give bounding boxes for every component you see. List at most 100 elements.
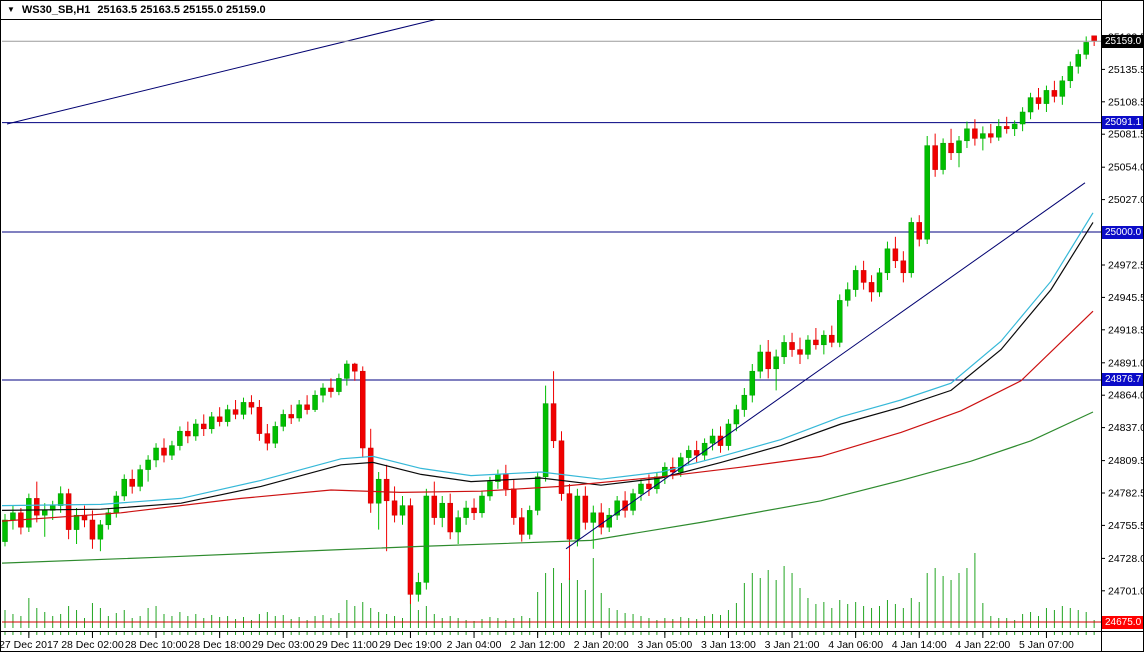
candle-body xyxy=(57,493,64,506)
time-label: 29 Dec 03:00 xyxy=(252,639,315,651)
symbol-timeframe-label: WS30_SB,H1 xyxy=(21,4,91,16)
candle-body xyxy=(26,498,32,528)
candle-body xyxy=(312,394,318,410)
candle-body xyxy=(216,416,223,422)
candle-body xyxy=(65,493,72,530)
candle-body xyxy=(121,478,127,497)
candle-body xyxy=(940,142,946,170)
price-tick-label: 25135.5 xyxy=(1108,64,1144,76)
candle-body xyxy=(519,517,525,535)
candle-body xyxy=(113,495,120,514)
candle-body xyxy=(145,459,151,470)
candle-body xyxy=(534,476,541,511)
candle-body xyxy=(42,510,48,516)
candle-body xyxy=(177,430,183,446)
candle-body xyxy=(503,474,509,490)
chart-title-bar: ▼ WS30_SB,H1 25163.5 25163.5 25155.0 251… xyxy=(1,1,1101,19)
line-price-tag-24876.7: 24876.7 xyxy=(1102,373,1143,386)
candle-body xyxy=(49,505,56,511)
candle-body xyxy=(272,426,279,444)
line-price-tag-25091.1: 25091.1 xyxy=(1102,116,1143,129)
candle-body xyxy=(908,222,915,274)
candle-body xyxy=(932,145,938,170)
candle-body xyxy=(328,387,334,392)
trendline-2[interactable] xyxy=(565,182,1086,550)
price-tick-label: 24891.0 xyxy=(1108,357,1144,369)
price-tick-label: 24809.5 xyxy=(1108,455,1144,467)
candle-body xyxy=(447,502,453,533)
candle-body xyxy=(709,435,716,444)
candle-body xyxy=(185,430,191,437)
plot-area[interactable] xyxy=(1,2,1101,628)
candle-body xyxy=(868,282,875,293)
candle-body xyxy=(344,363,350,379)
candle-body xyxy=(765,351,771,370)
candle-body xyxy=(860,270,867,283)
candle-body xyxy=(773,356,779,370)
time-label: 29 Dec 19:00 xyxy=(379,639,442,651)
candle-body xyxy=(733,409,740,425)
candle-body xyxy=(526,510,533,535)
candle-body xyxy=(678,457,684,473)
candle-body xyxy=(423,495,430,583)
candle-body xyxy=(606,514,612,528)
candle-body xyxy=(900,260,907,274)
candle-body xyxy=(336,378,342,392)
candle-body xyxy=(256,406,263,434)
time-label: 4 Jan 06:00 xyxy=(828,639,883,651)
candle-body xyxy=(876,272,883,293)
candle-body xyxy=(201,423,207,430)
candle-body xyxy=(407,505,414,595)
time-label: 4 Jan 14:00 xyxy=(892,639,947,651)
time-label: 28 Dec 18:00 xyxy=(188,639,251,651)
price-tick-label: 24918.5 xyxy=(1108,324,1144,336)
time-label: 2 Jan 04:00 xyxy=(447,639,502,651)
candle-body xyxy=(646,483,652,490)
candle-body xyxy=(34,498,40,516)
candle-body xyxy=(590,512,597,523)
candle-body xyxy=(153,447,159,461)
candle-body xyxy=(701,442,708,456)
candle-body xyxy=(1019,111,1026,125)
candle-body xyxy=(1011,123,1018,130)
trendline-1[interactable] xyxy=(6,2,509,125)
candle-body xyxy=(574,495,581,540)
bid-price-tag: 25159.0 xyxy=(1102,35,1143,48)
candle-body xyxy=(471,507,477,514)
candle-body xyxy=(280,414,286,427)
candle-body xyxy=(1051,90,1058,97)
candle-body xyxy=(948,142,954,154)
candle-body xyxy=(972,128,978,139)
candle-body xyxy=(352,363,358,372)
candle-body xyxy=(813,339,819,346)
candle-body xyxy=(542,403,549,478)
time-label: 2 Jan 20:00 xyxy=(574,639,629,651)
candle-body xyxy=(89,519,96,540)
chart-menu-triangle-icon[interactable]: ▼ xyxy=(7,5,15,14)
candle-body xyxy=(558,440,565,494)
price-tick-label: 24782.5 xyxy=(1108,488,1144,500)
candle-body xyxy=(924,145,930,240)
price-tick-label: 24701.0 xyxy=(1108,585,1144,597)
candle-body xyxy=(391,500,398,516)
candle-body xyxy=(852,270,859,290)
candle-body xyxy=(264,433,271,444)
candle-body xyxy=(169,445,175,456)
candle-body xyxy=(1027,97,1034,113)
price-tick-label: 24945.5 xyxy=(1108,292,1144,304)
candle-body xyxy=(582,495,589,523)
candle-body xyxy=(805,339,811,355)
time-label: 2 Jan 12:00 xyxy=(510,639,565,651)
price-tick-label: 25027.0 xyxy=(1108,194,1144,206)
candle-body xyxy=(717,435,724,446)
candle-body xyxy=(511,488,517,518)
price-tick-label: 24755.5 xyxy=(1108,520,1144,532)
candle-body xyxy=(232,409,239,415)
candle-body xyxy=(367,447,374,504)
line-price-tag-25000: 25000.0 xyxy=(1102,226,1143,239)
candle-body xyxy=(248,402,255,408)
price-tick-label: 25081.5 xyxy=(1108,129,1144,141)
candle-body xyxy=(829,334,835,343)
time-label: 5 Jan 07:00 xyxy=(1019,639,1074,651)
